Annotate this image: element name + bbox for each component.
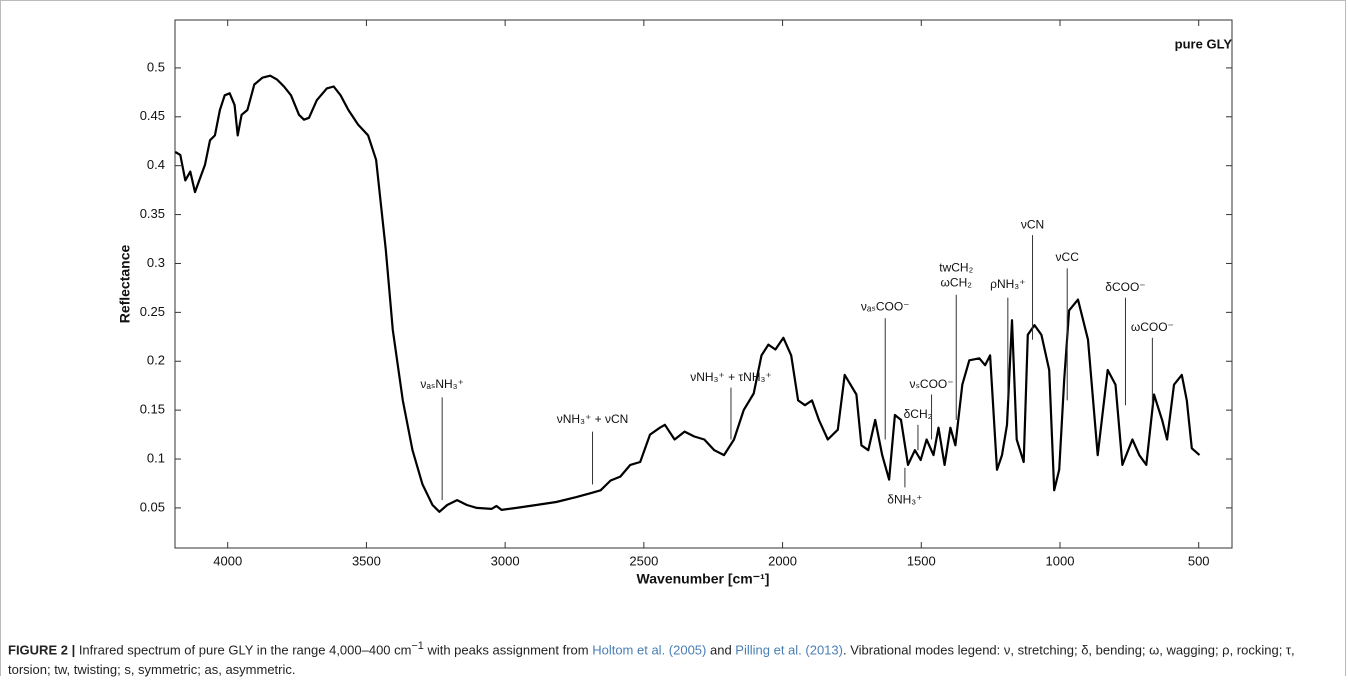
spectrum-line	[174, 74, 1201, 513]
x-tick-label: 500	[1188, 553, 1210, 568]
y-tick-label: 0.5	[147, 59, 165, 74]
y-tick-label: 0.45	[140, 108, 165, 123]
x-tick-label: 1500	[907, 553, 936, 568]
plot-frame	[174, 19, 1233, 549]
caption: FIGURE 2 | Infrared spectrum of pure GLY…	[8, 636, 1338, 680]
y-tick-label: 0.1	[147, 450, 165, 465]
caption-label: FIGURE 2 |	[8, 642, 76, 658]
annotation-label: ωCH₂	[941, 276, 973, 290]
x-tick-label: 3000	[491, 553, 520, 568]
caption-text: and	[706, 642, 736, 658]
x-tick-label: 2000	[768, 553, 797, 568]
annotation-label: νNH₃⁺ + νCN	[557, 412, 629, 426]
reference-link[interactable]: Pilling et al. (2013)	[735, 642, 843, 658]
x-tick-label: 2500	[629, 553, 658, 568]
y-tick-label: 0.2	[147, 353, 165, 368]
legend-label: pure GLY	[1175, 36, 1233, 51]
y-tick-label: 0.35	[140, 206, 165, 221]
y-tick-label: 0.15	[140, 402, 165, 417]
annotation-label: νCN	[1021, 218, 1044, 232]
annotation-label: δCOO⁻	[1105, 280, 1145, 294]
x-axis-label: Wavenumber [cm⁻¹]	[637, 571, 770, 587]
caption-text: Infrared spectrum of pure GLY in the ran…	[75, 642, 412, 658]
caption-sup: −1	[411, 640, 424, 652]
caption-text: with peaks assignment from	[423, 642, 593, 658]
chart: pure GLY Wavenumber [cm⁻¹] Reflectance 0…	[117, 19, 1233, 587]
annotation-label: νNH₃⁺ + τNH₃⁺	[690, 370, 772, 384]
y-tick-label: 0.4	[147, 157, 165, 172]
annotation-label: νCC	[1056, 250, 1080, 264]
caption-text: . Vibrational modes legend: ν, stretchin…	[8, 642, 1295, 678]
reference-link[interactable]: Holtom et al. (2005)	[592, 642, 707, 658]
x-tick-label: 4000	[213, 553, 242, 568]
annotation-label: νₐₛNH₃⁺	[420, 377, 464, 391]
annotation-label: ωCOO⁻	[1131, 320, 1174, 334]
y-axis-label: Reflectance	[117, 244, 133, 323]
y-tick-label: 0.25	[140, 304, 165, 319]
y-tick-label: 0.05	[140, 499, 165, 514]
x-tick-label: 1000	[1046, 553, 1075, 568]
x-tick-label: 3500	[352, 553, 381, 568]
annotation-label: νₛCOO⁻	[909, 377, 953, 391]
annotation-label: δNH₃⁺	[887, 492, 922, 506]
annotation-label: νₐₛCOO⁻	[861, 300, 910, 314]
annotation-label: δCH₂	[904, 407, 933, 421]
y-tick-label: 0.3	[147, 255, 165, 270]
annotation-label: ρNH₃⁺	[990, 277, 1025, 291]
annotation-label: twCH₂	[939, 261, 973, 275]
